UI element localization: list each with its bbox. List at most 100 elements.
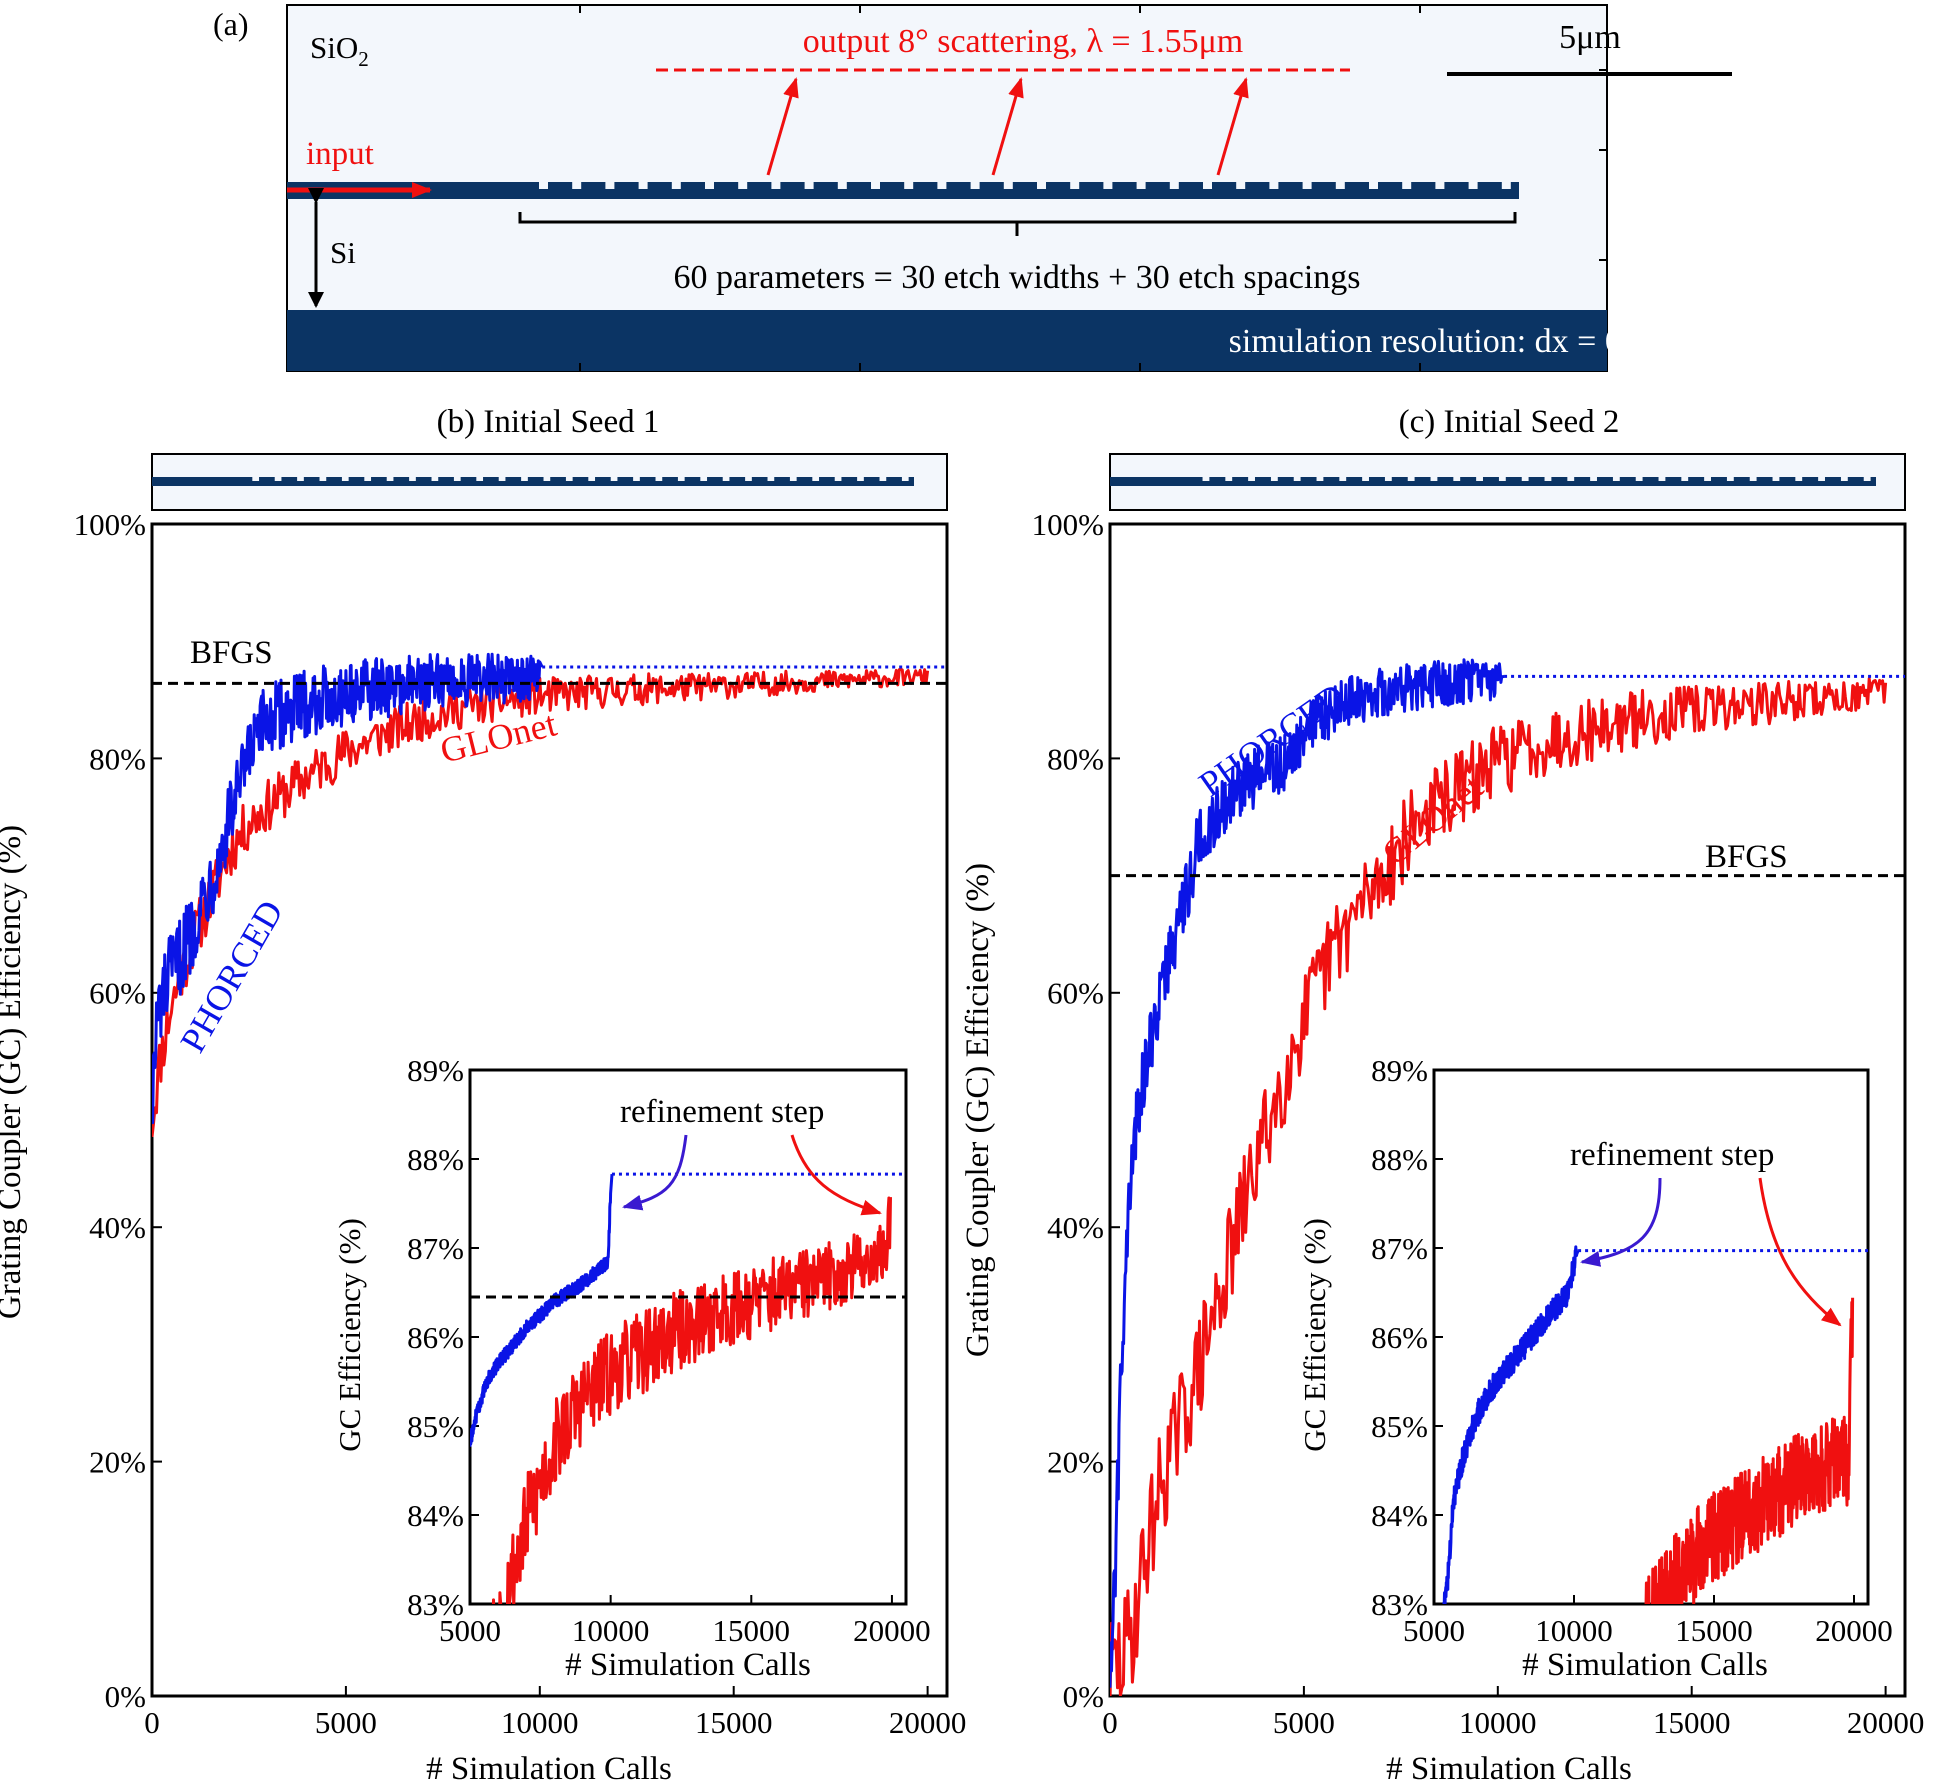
y-tick-label: 87%	[1371, 1231, 1428, 1266]
y-axis-label: Grating Coupler (GC) Efficiency (%)	[0, 825, 28, 1319]
refinement-label: refinement step	[620, 1094, 824, 1130]
etch-gap	[1103, 182, 1113, 189]
etch-gap	[837, 182, 847, 189]
thumbnail-gap	[789, 477, 797, 481]
y-tick-label: 89%	[407, 1053, 464, 1088]
y-tick-label: 84%	[407, 1498, 464, 1533]
thumbnail-gap	[1339, 477, 1347, 481]
substrate-layer	[287, 310, 1607, 371]
output-label: output 8° scattering, λ = 1.55μm	[803, 23, 1244, 60]
bfgs-label: BFGS	[1705, 839, 1788, 875]
y-tick-label: 0%	[1063, 1679, 1104, 1714]
x-tick-label: 15000	[1675, 1613, 1753, 1648]
thumbnail-gap	[1202, 477, 1210, 481]
thumbnail-gap	[476, 477, 484, 481]
waveguide	[287, 182, 1519, 199]
x-tick-label: 0	[1102, 1705, 1118, 1740]
y-tick-label: 20%	[89, 1444, 146, 1479]
x-tick-label: 20000	[1815, 1613, 1893, 1648]
y-tick-label: 40%	[1047, 1210, 1104, 1245]
thumbnail-gap	[722, 477, 730, 481]
scale-label: 5μm	[1559, 19, 1621, 56]
thumbnail-gap	[1840, 477, 1848, 481]
thumbnail-gap	[319, 477, 327, 481]
etch-gap	[705, 182, 714, 189]
thumbnail-gap	[1704, 477, 1711, 481]
thumbnail-gap	[1362, 477, 1369, 481]
x-tick-label: 15000	[1653, 1705, 1731, 1740]
x-tick-label: 20000	[1847, 1705, 1925, 1740]
thumbnail-gap	[543, 477, 551, 481]
phorced-series	[470, 1173, 614, 1447]
x-tick-label: 5000	[315, 1705, 377, 1740]
etch-gap	[1468, 182, 1478, 189]
etch-gap	[1402, 182, 1412, 189]
etch-gap	[1236, 182, 1246, 189]
y-tick-label: 86%	[407, 1320, 464, 1355]
thumbnail-gap	[364, 477, 372, 481]
etch-gap	[572, 182, 582, 189]
thumbnail-gap	[879, 477, 887, 481]
thumbnail-gap	[297, 477, 304, 481]
y-tick-label: 80%	[1047, 741, 1104, 776]
thumbnail-gap	[409, 477, 416, 481]
thumbnail-gap	[1681, 477, 1689, 481]
x-tick-label: 5000	[1403, 1613, 1465, 1648]
etch-gap	[671, 182, 681, 189]
y-tick-label: 88%	[407, 1142, 464, 1177]
etch-gap	[539, 182, 548, 189]
etch-gap	[1501, 182, 1511, 189]
y-tick-label: 20%	[1047, 1444, 1104, 1479]
etch-gap	[771, 182, 781, 189]
chart-title: (b) Initial Seed 1	[437, 404, 660, 440]
etch-gap	[904, 182, 914, 189]
inset-x-axis-label: # Simulation Calls	[565, 1647, 811, 1683]
thumbnail-gap	[677, 477, 685, 481]
x-tick-label: 5000	[1273, 1705, 1335, 1740]
inset-series-group	[1442, 1245, 1868, 1604]
thumbnail-gap	[610, 477, 618, 481]
y-tick-label: 40%	[89, 1210, 146, 1245]
thumbnail-gap	[1476, 477, 1483, 481]
inset-x-axis-label: # Simulation Calls	[1522, 1647, 1768, 1683]
y-tick-label: 100%	[1032, 507, 1104, 542]
thumbnail-gap	[767, 477, 775, 481]
y-tick-label: 85%	[1371, 1409, 1428, 1444]
parameter-brace	[518, 212, 1517, 236]
grating-teeth	[539, 182, 1511, 189]
etch-gap	[638, 182, 648, 189]
thumbnail-teeth	[1202, 477, 1871, 481]
thumbnail-gap	[274, 477, 282, 481]
x-tick-label: 10000	[501, 1705, 579, 1740]
y-tick-label: 60%	[1047, 976, 1104, 1011]
oxide-label: SiO2	[310, 30, 369, 71]
thumbnail-gap	[1749, 477, 1757, 481]
x-tick-label: 15000	[695, 1705, 773, 1740]
etch-gap	[1136, 182, 1146, 189]
thumbnail-gap	[1863, 477, 1871, 481]
y-tick-label: 89%	[1371, 1053, 1428, 1088]
refinement-arrow-blue	[622, 1134, 688, 1211]
y-tick-label: 60%	[89, 976, 146, 1011]
thumbnail-gap	[386, 477, 394, 481]
thumbnail-waveguide	[152, 477, 914, 486]
thumbnail-gap	[498, 477, 506, 481]
etch-gap	[1070, 182, 1080, 189]
frame-ticks	[579, 5, 1607, 371]
thumbnail-gap	[521, 477, 528, 481]
bfgs-label: BFGS	[190, 635, 273, 671]
thumbnail-gap	[431, 477, 439, 481]
panel-a-label: (a)	[213, 6, 249, 42]
x-tick-label: 10000	[572, 1613, 650, 1648]
x-tick-label: 10000	[1459, 1705, 1537, 1740]
y-tick-label: 85%	[407, 1409, 464, 1444]
thumbnail-gap	[745, 477, 752, 481]
scatter-arrow-2	[991, 77, 1024, 176]
thumbnail-gap	[1795, 477, 1803, 481]
y-tick-label: 88%	[1371, 1142, 1428, 1177]
inset-y-axis-label: GC Efficiency (%)	[1297, 1218, 1332, 1452]
scatter-arrow-1	[766, 77, 799, 176]
input-label: input	[306, 136, 374, 172]
y-axis-label: Grating Coupler (GC) Efficiency (%)	[960, 863, 996, 1357]
thumbnail-gap	[1567, 477, 1575, 481]
